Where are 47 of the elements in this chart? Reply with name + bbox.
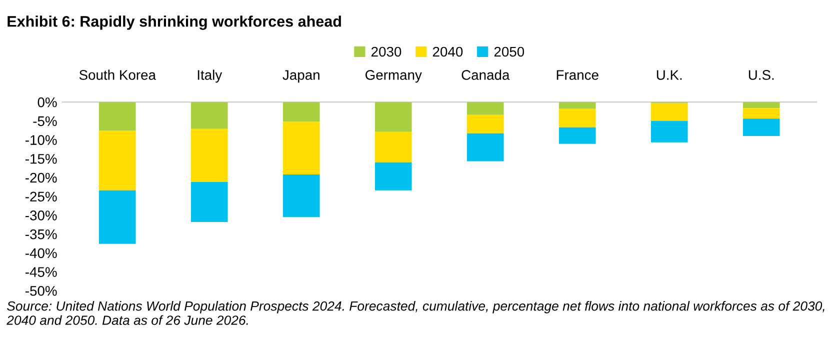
chart-title: Exhibit 6: Rapidly shrinking workforces ahead (8, 16, 341, 30)
bar (190, 102, 228, 129)
bar (466, 102, 504, 115)
bar (190, 128, 228, 182)
y-tick-label: -45% (26, 267, 57, 277)
bar (558, 108, 596, 128)
bar (98, 190, 136, 244)
y-tick-label: -15% (26, 154, 57, 164)
y-tick-label: -25% (26, 192, 57, 202)
x-tick-label: France (556, 70, 598, 80)
y-tick-label: 0% (38, 97, 57, 108)
bar (282, 174, 320, 218)
bar (282, 102, 320, 122)
x-tick-label: Germany (366, 70, 422, 83)
bar (558, 127, 596, 144)
y-tick-label: -30% (26, 210, 57, 220)
bar (466, 133, 504, 162)
y-tick-label: -35% (26, 229, 57, 240)
bar (98, 130, 136, 190)
x-tick-label: Italy (198, 70, 222, 83)
bar (650, 103, 688, 121)
legend-label: 2040 (432, 46, 463, 57)
legend-label: 2030 (372, 46, 402, 57)
bar (742, 102, 780, 108)
y-tick-label: -5% (33, 116, 57, 126)
x-tick-label: Canada (462, 70, 510, 80)
bar (466, 114, 504, 134)
y-tick-label: -50% (26, 286, 57, 296)
x-tick-label: U.S. (748, 70, 774, 80)
bar (742, 108, 780, 119)
x-tick-label: Japan (282, 70, 320, 83)
x-tick-label: South Korea (79, 70, 156, 80)
bar (374, 132, 412, 162)
source-note: Source: United Nations World Population Prospects 2024. Forecasted, cumulative, percentage net flows into national workforces as of 2030, 2040 and 2050. Data as of 26 June 2026. (6, 301, 824, 325)
bar (282, 122, 320, 174)
y-tick-label: -40% (26, 248, 57, 258)
x-tick-label: U.K. (656, 70, 682, 80)
legend-label: 2050 (494, 46, 524, 57)
y-tick-label: -20% (26, 172, 57, 183)
bar (374, 102, 412, 132)
bar (98, 102, 136, 131)
y-tick-label: -10% (26, 135, 57, 145)
bar (374, 162, 412, 190)
bar (558, 102, 596, 108)
bar (742, 118, 780, 136)
bar (650, 120, 688, 142)
bar (190, 182, 228, 222)
